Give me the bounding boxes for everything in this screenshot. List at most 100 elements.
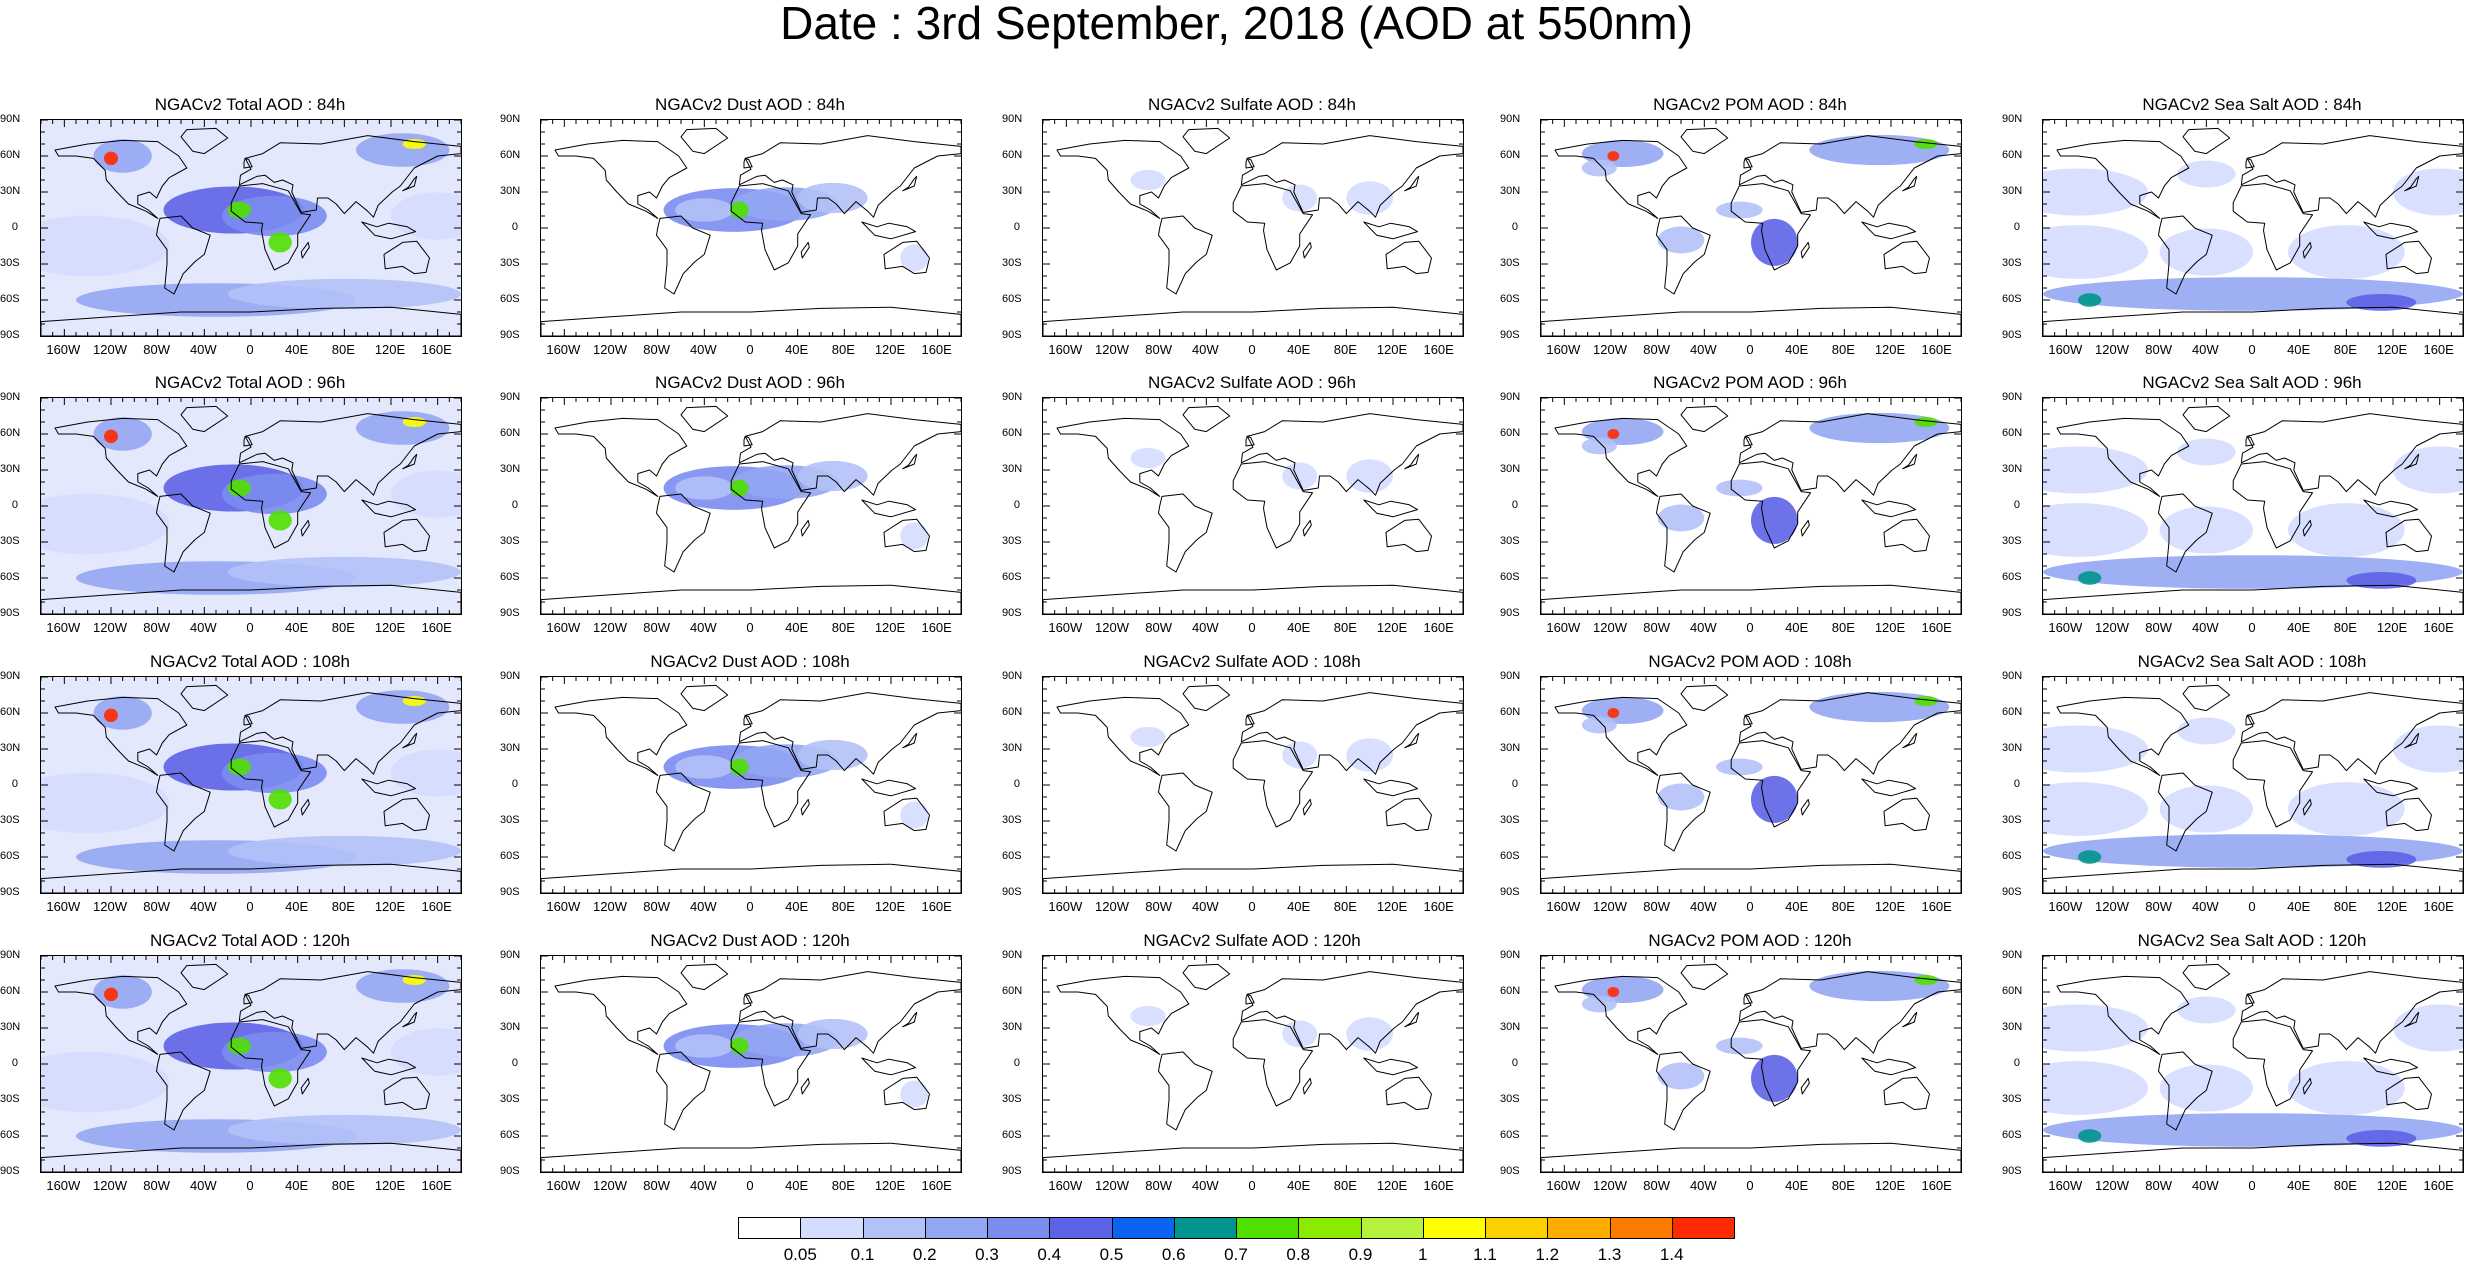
lat-tick-label: 60S	[1002, 293, 1022, 305]
lat-tick-label: 60S	[1002, 571, 1022, 583]
coastline-africa	[2232, 461, 2313, 549]
lon-tick-label: 40W	[689, 1178, 717, 1193]
aod-shade	[356, 690, 450, 724]
lon-tick-label: 0	[1248, 899, 1256, 914]
map-plot-area	[2042, 119, 2464, 337]
coastline-namerica	[1056, 417, 1190, 497]
coastline-samerica	[156, 1051, 211, 1131]
lat-tick-label: 30N	[2002, 185, 2023, 197]
lon-tick-label: 80W	[143, 342, 171, 357]
coastline-britain	[243, 435, 253, 447]
aod-field-map	[1043, 956, 1463, 1172]
coastline-namerica	[1554, 696, 1688, 776]
panel-title: NGACv2 Sulfate AOD : 84h	[1148, 95, 1356, 114]
coastline-samerica	[156, 215, 211, 295]
lat-tick-label: 90N	[2002, 949, 2023, 961]
lon-tick-label: 120W	[1095, 620, 1129, 635]
map-plot-area	[1540, 676, 1962, 894]
aod-shade	[2043, 446, 2148, 494]
coastline-eurasia	[238, 413, 461, 496]
lat-tick-label: 60S	[1500, 293, 1520, 305]
aod-shade	[2159, 228, 2253, 276]
coastline-antarctica	[1541, 863, 1961, 893]
coastline-madagascar	[800, 519, 810, 537]
aod-shade	[2078, 571, 2102, 585]
coastline-britain	[743, 993, 753, 1005]
lon-tick-label: 120W	[593, 620, 627, 635]
coastline-australia	[1883, 1076, 1930, 1111]
lat-tick-label: 60N	[0, 985, 21, 997]
lon-tick-label: 80E	[331, 1178, 355, 1193]
lat-tick-label: 60N	[1500, 985, 1521, 997]
lon-tick-label: 160W	[1048, 899, 1083, 914]
coastline-madagascar	[1302, 798, 1312, 816]
lat-tick-label: 60N	[1002, 706, 1023, 718]
lat-tick-label: 90S	[0, 886, 20, 898]
coastline-eurasia	[238, 971, 461, 1054]
lon-tick-label: 120W	[93, 342, 127, 357]
aod-field-map	[1043, 398, 1463, 614]
coastline-australia	[883, 1076, 930, 1111]
aod-shade	[2078, 1129, 2102, 1143]
lat-tick-label: 30S	[1500, 535, 1520, 547]
aod-shade	[402, 416, 427, 428]
colorbar-label: 0.6	[1161, 1245, 1186, 1264]
lat-tick-label: 60S	[2002, 1129, 2022, 1141]
lat-tick-label: 30N	[2002, 742, 2023, 754]
aod-shade	[730, 1037, 749, 1055]
lat-tick-label: 0	[1013, 221, 1020, 233]
lon-tick-label: 40E	[2287, 620, 2311, 635]
coastline-japan	[2404, 453, 2420, 470]
lon-tick-label: 120E	[1376, 1178, 1408, 1193]
map-panel: NGACv2 POM AOD : 84h 90N 60N 30N 0 30S 60S 90S 1…	[1500, 95, 2000, 377]
map-panel: NGACv2 Sulfate AOD : 96h 90N 60N 30N 0 30S 60S…	[1002, 373, 1502, 655]
panel-title: NGACv2 Dust AOD : 108h	[650, 652, 850, 671]
lon-tick-label: 80E	[831, 1178, 855, 1193]
lat-tick-label: 90S	[2002, 607, 2022, 619]
coastline-eurasia	[738, 692, 961, 775]
lat-tick-label: 90S	[1002, 886, 1022, 898]
lat-tick-label: 30N	[1002, 742, 1023, 754]
coastline-indonesia	[861, 1057, 916, 1076]
coastline-antarctica	[41, 306, 461, 336]
coastline-antarctica	[1043, 584, 1463, 614]
lat-tick-label: 30S	[1500, 257, 1520, 269]
lon-tick-label: 40W	[2191, 342, 2219, 357]
lon-tick-label: 80W	[1145, 1178, 1173, 1193]
lon-tick-label: 80E	[831, 899, 855, 914]
map-panel: NGACv2 POM AOD : 120h 90N 60N 30N 0 30S 60S 90S…	[1500, 931, 2000, 1213]
lon-tick-label: 120E	[374, 342, 406, 357]
lon-tick-label: 80W	[1145, 342, 1173, 357]
lat-tick-label: 60S	[500, 850, 520, 862]
coastline-eurasia	[1738, 971, 1961, 1054]
lon-tick-label: 160W	[46, 1178, 81, 1193]
coastline-eurasia	[1738, 413, 1961, 496]
coastline-africa	[730, 1019, 811, 1107]
lat-tick-label: 90S	[1002, 1165, 1022, 1177]
coastline-greenland	[680, 963, 729, 991]
coastline-samerica	[1656, 493, 1711, 573]
aod-shade	[900, 1080, 929, 1108]
aod-shade	[402, 695, 427, 707]
lon-tick-label: 80E	[1831, 620, 1855, 635]
coastline-madagascar	[300, 519, 310, 537]
coastline-indonesia	[1861, 499, 1916, 518]
aod-shade	[227, 835, 461, 867]
coastline-australia	[1385, 240, 1432, 275]
lat-tick-label: 30S	[2002, 814, 2022, 826]
colorbar-label: 0.3	[975, 1245, 999, 1264]
lat-tick-label: 90S	[500, 329, 520, 341]
lat-tick-label: 90N	[0, 391, 21, 403]
coastline-indonesia	[1363, 1057, 1418, 1076]
coastline-indonesia	[861, 221, 916, 240]
coastline-australia	[1883, 797, 1930, 832]
colorbar-label: 0.1	[850, 1245, 875, 1264]
coastline-eurasia	[1240, 692, 1463, 775]
lat-tick-label: 60S	[1500, 1129, 1520, 1141]
aod-field-map	[1043, 120, 1463, 336]
map-plot-area	[1540, 955, 1962, 1173]
lon-tick-label: 80E	[331, 342, 355, 357]
lon-tick-label: 40W	[2191, 899, 2219, 914]
lon-tick-label: 160W	[546, 899, 581, 914]
lat-tick-label: 30S	[1002, 1093, 1022, 1105]
